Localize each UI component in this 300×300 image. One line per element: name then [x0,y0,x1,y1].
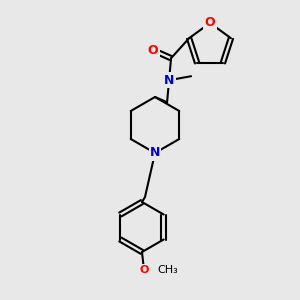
Text: N: N [150,146,160,160]
Text: O: O [205,16,215,29]
Text: N: N [164,74,174,87]
Text: O: O [148,44,158,57]
Text: O: O [139,265,149,275]
Text: CH₃: CH₃ [157,265,178,275]
